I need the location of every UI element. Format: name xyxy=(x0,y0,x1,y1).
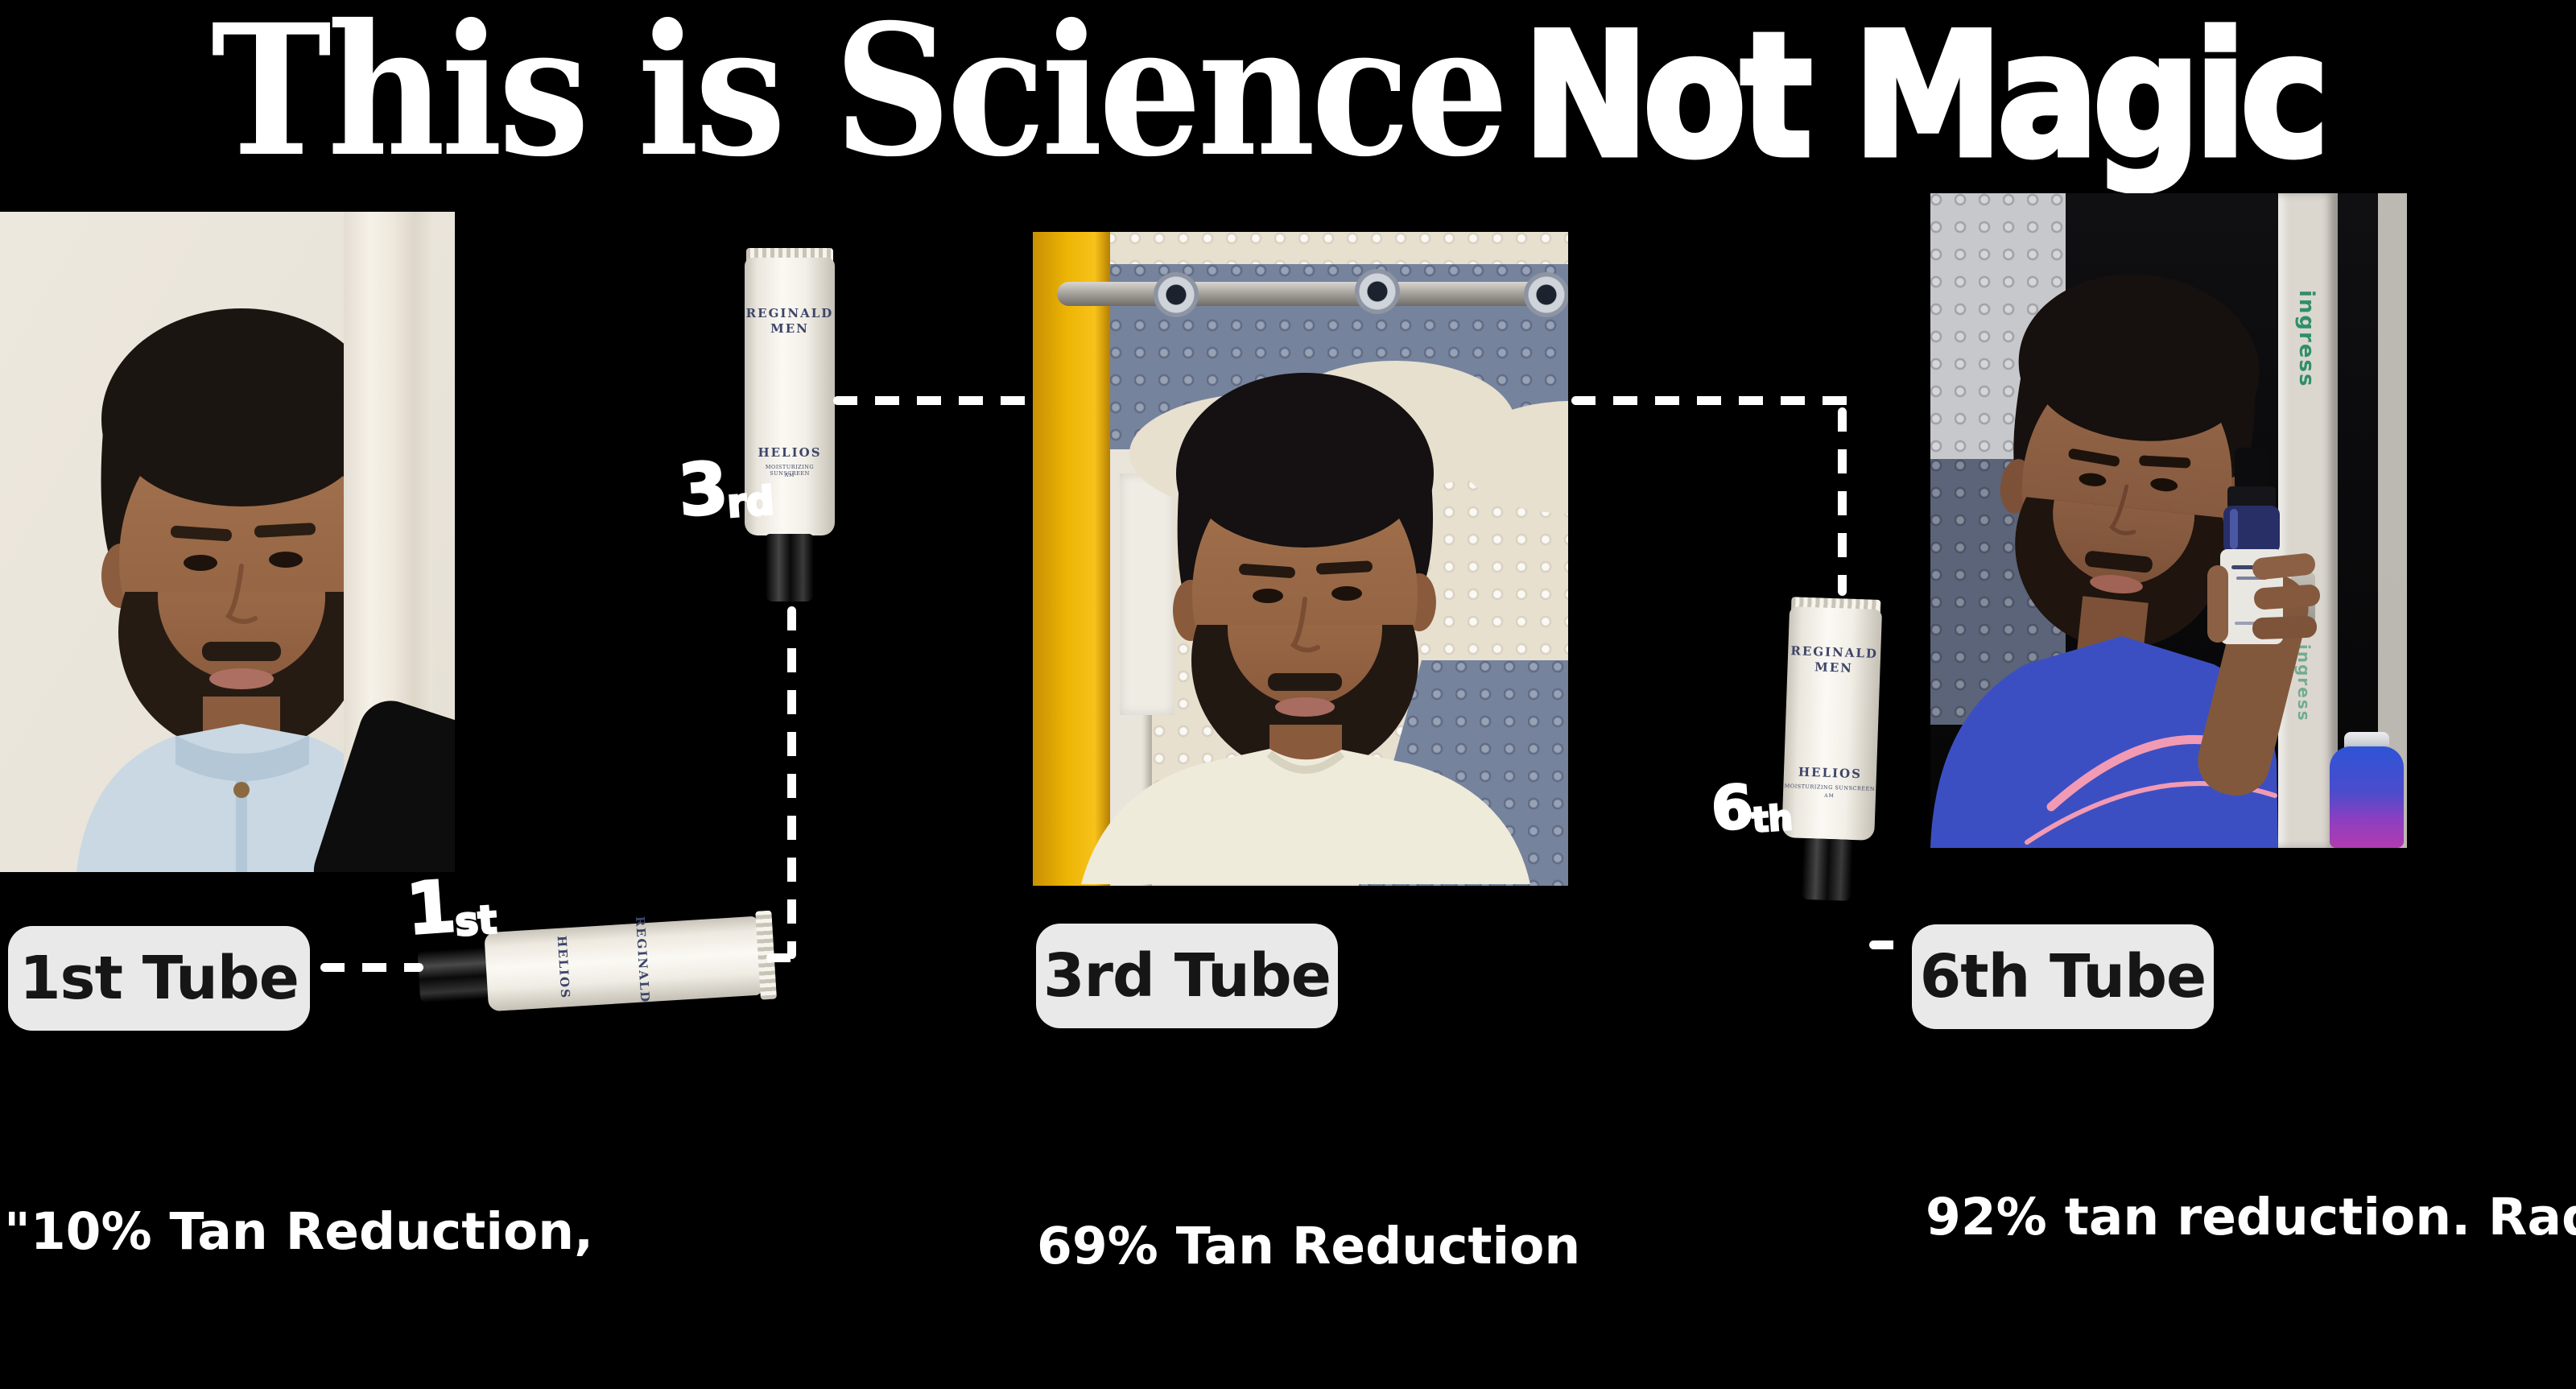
thumb xyxy=(2207,565,2228,643)
door-brand-text: ingress xyxy=(2294,644,2314,722)
connector-tube3-right-b xyxy=(1571,396,1850,405)
eye xyxy=(2150,477,2178,492)
mustache xyxy=(1268,673,1342,691)
lips xyxy=(1275,697,1335,717)
product-tube-6th: REGINALD MEN HELIOS MOISTURIZING SUNSCRE… xyxy=(1779,597,1883,902)
tube-product: HELIOS xyxy=(758,445,822,460)
eyebrow xyxy=(254,523,316,538)
door-frame xyxy=(2278,193,2338,848)
finger xyxy=(2254,585,2321,610)
eye xyxy=(1331,586,1362,601)
mustache xyxy=(202,642,281,661)
nose xyxy=(1290,597,1320,653)
grommet xyxy=(1355,269,1400,314)
tube-cap xyxy=(765,534,815,601)
tube-body xyxy=(484,916,762,1012)
tube-brand: REGINALD MEN xyxy=(1790,643,1879,676)
connector-tube1-to-tube3 xyxy=(787,606,796,959)
person-2-illustration xyxy=(1081,373,1530,884)
eyebrow xyxy=(1316,560,1373,575)
tube-cap xyxy=(417,947,490,1003)
finger xyxy=(2252,553,2315,580)
mustache xyxy=(2085,551,2153,573)
water-bottle xyxy=(2330,746,2404,848)
tube-body xyxy=(745,258,835,535)
ordinal-label-6th: 6th xyxy=(1708,771,1795,845)
finger xyxy=(2252,616,2318,639)
tube-brand: REGINALD MEN xyxy=(745,306,834,336)
title-sans-part: Not Magic xyxy=(1521,0,2332,198)
progress-photo-3rd-tube: ingress xyxy=(1033,232,1568,886)
eyebrow xyxy=(2068,449,2120,467)
button xyxy=(233,782,250,798)
fringe xyxy=(2033,320,2243,441)
connector-tube3-right-a xyxy=(833,396,1031,405)
curtain-rod xyxy=(1057,282,1568,306)
ordinal-label-1st: 1st xyxy=(402,863,499,952)
dropper-collar xyxy=(2227,486,2276,509)
nose xyxy=(2108,484,2136,535)
tube-body xyxy=(1781,606,1883,841)
result-text-6th: 92% tan reduction. Radiant, even-toned s… xyxy=(1926,1188,2576,1246)
before-photo-1st-tube xyxy=(0,212,455,872)
fringe xyxy=(119,368,364,506)
connector-badge1-to-tube1 xyxy=(320,963,423,972)
result-text-1st: "10% Tan Reduction, Hydrated Complexion … xyxy=(4,1202,594,1261)
badge-1st-tube: 1st Tube xyxy=(8,926,310,1031)
eye xyxy=(2079,473,2107,486)
dropper-top xyxy=(2235,448,2268,491)
tube-subtitle: MOISTURIZING SUNSCREEN xyxy=(765,464,815,477)
eye xyxy=(1253,589,1283,603)
tube-cap xyxy=(1800,837,1853,901)
fringe xyxy=(1192,419,1418,548)
eyebrow xyxy=(171,525,232,542)
white-board xyxy=(1120,473,1174,715)
door-brand-text: ingress xyxy=(2294,290,2318,388)
neckline xyxy=(1266,750,1345,774)
badge-3rd-tube: 3rd Tube xyxy=(1036,924,1338,1028)
grommet xyxy=(1154,272,1199,317)
eyebrow xyxy=(1239,564,1295,578)
person-3-illustration xyxy=(1930,274,2321,848)
yellow-wall xyxy=(1033,232,1110,886)
t-shirt xyxy=(1081,749,1530,884)
connector-down-to-tube6 xyxy=(1838,407,1847,596)
eye xyxy=(269,552,303,568)
collar xyxy=(175,735,309,781)
connector-tube1-elbow xyxy=(766,953,794,962)
product-tube-3rd: REGINALD MEN HELIOS MOISTURIZING SUNSCRE… xyxy=(745,248,835,601)
eyebrow xyxy=(2139,455,2191,469)
lips xyxy=(2090,575,2143,593)
title-serif-part: This is Science xyxy=(211,0,1509,196)
badge-6th-tube: 6th Tube xyxy=(1912,924,2214,1029)
tube-variant: AM xyxy=(784,473,795,478)
result-text-3rd: 69% Tan Reduction Brighter Complexion. S… xyxy=(1037,1217,1581,1275)
blue-shirt xyxy=(1930,636,2278,848)
ordinal-label-3rd: 3rd xyxy=(675,445,777,534)
eye xyxy=(184,555,217,571)
person-2 xyxy=(1081,373,1530,884)
lips xyxy=(209,668,274,689)
after-photo-6th-tube: ingress ingress xyxy=(1930,193,2407,848)
nose xyxy=(225,564,258,624)
connector-tube6-to-badge xyxy=(1869,940,1911,949)
grommet xyxy=(1524,272,1568,317)
